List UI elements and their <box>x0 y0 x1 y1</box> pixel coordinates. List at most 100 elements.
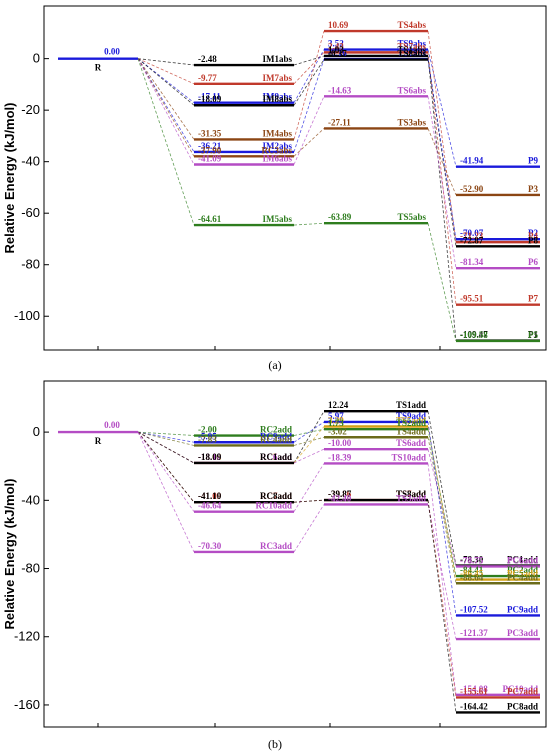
level-value-IM2abs: -36.21 <box>198 141 222 151</box>
level-value-RC3abs: -37.90 <box>198 145 222 155</box>
y-tick-label: -80 <box>21 561 40 576</box>
connector-R-RC4add <box>137 431 195 446</box>
level-label-RC8add: RC8add <box>260 491 292 501</box>
connector-TS6abs-P6 <box>427 96 457 269</box>
y-tick-label: -80 <box>21 257 40 272</box>
energy-panel-b: 0 -40 -80 -120 -160 Relative Energy (kJ/mol) (… <box>2 380 547 751</box>
connector-TS4add-PC4add <box>427 437 457 584</box>
energy-panel-a: 0 -20 -40 -60 -80 -100 Relative Energy (kJ/mol… <box>2 5 547 372</box>
panel-label: (b) <box>268 737 282 751</box>
level-value-P1: -109.47 <box>460 330 488 340</box>
level-label-TS6abs: TS6abs <box>397 85 426 95</box>
y-axis-label: Relative Energy (kJ/mol) <box>2 103 17 254</box>
connector-IM4abs-TS4abs <box>293 30 325 140</box>
connector-TS3abs-P3 <box>427 128 457 196</box>
level-label-TS5abs: TS5abs <box>397 212 426 222</box>
connector-R-RC2add <box>137 431 195 436</box>
plot-frame <box>43 5 547 351</box>
level-value-TS9add: 5.97 <box>328 411 344 421</box>
level-value-P9: -41.94 <box>460 156 484 166</box>
connector-RC4add-TS4add <box>293 436 325 446</box>
level-value-TS4abs: 10.69 <box>328 20 349 30</box>
level-label-P3: P3 <box>528 184 538 194</box>
level-label-TS10add: TS10add <box>391 452 426 462</box>
level-value-RC10add: -46.64 <box>198 501 222 511</box>
level-label-TS8abs: TS8abs <box>397 49 426 59</box>
level-value-TS10add: -18.39 <box>328 452 352 462</box>
level-label-RC10add: RC10add <box>255 501 292 511</box>
y-tick-label: -40 <box>21 492 40 507</box>
level-value-TS5abs: -63.89 <box>328 212 352 222</box>
level-value-TS5add: 3.29 <box>328 415 344 425</box>
level-label-RC3add: RC3add <box>260 541 292 551</box>
level-value-RC6add: -18.10 <box>198 452 222 462</box>
connector-TS9abs-P9 <box>427 49 457 167</box>
connector-R-RC9add <box>137 431 195 443</box>
level-label-TS2abs: TS2abs <box>397 48 426 58</box>
level-label-TS9add: TS9add <box>396 411 426 421</box>
connector-R-RC3add <box>137 431 195 553</box>
level-label-R: R <box>95 63 102 73</box>
level-value-PC5add: -86.45 <box>460 569 484 579</box>
level-label-PC8add: PC8add <box>507 701 538 711</box>
level-value-PC10add: -154.08 <box>460 684 488 694</box>
level-value-TS3abs: -27.11 <box>328 117 351 127</box>
connector-RC1add-TS1add <box>293 411 325 464</box>
connector-TS1abs-P1 <box>427 55 457 341</box>
level-label-P2: P2 <box>528 228 538 238</box>
level-value-PC6add: -78.75 <box>460 555 484 565</box>
connector-TS7add-PC7add <box>427 500 457 698</box>
level-label-IM2abs: IM2abs <box>262 141 292 151</box>
level-label-TS1add: TS1add <box>396 400 426 410</box>
level-value-RC3add: -70.30 <box>198 541 222 551</box>
level-value-IM4abs: -31.35 <box>198 128 222 138</box>
level-value-PC9add: -107.52 <box>460 604 488 614</box>
connector-R-IM4abs <box>137 58 195 140</box>
level-label-TS3add: TS3add <box>396 493 426 503</box>
level-value-IM9abs: -17.11 <box>198 92 221 102</box>
level-label-TS7add: TS7add <box>396 489 426 499</box>
connector-RC8add-TS8add <box>293 499 325 503</box>
connector-RC9add-TS9add <box>293 421 325 443</box>
connector-RC10add-TS10add <box>293 463 325 512</box>
level-value-PC8add: -164.42 <box>460 701 488 711</box>
level-value-P2: -70.07 <box>460 228 484 238</box>
y-tick-label: -40 <box>21 154 40 169</box>
connector-RC6add-TS6add <box>293 448 325 464</box>
connector-IM9abs-TS9abs <box>293 49 325 103</box>
connector-R-IM6abs <box>137 58 195 165</box>
level-value-RC8add: -41.10 <box>198 491 222 501</box>
level-label-IM1abs: IM1abs <box>262 54 292 64</box>
level-value-P7: -95.51 <box>460 294 484 304</box>
level-label-PC2add: PC2add <box>507 565 538 575</box>
connector-R-RC3abs <box>137 58 195 157</box>
level-value-RC2add: -2.00 <box>198 425 217 435</box>
level-label-RC4add: RC4add <box>260 434 292 444</box>
y-tick-label: 0 <box>33 51 40 66</box>
level-value-PC4add: -88.64 <box>460 572 484 582</box>
y-tick-label: -120 <box>14 629 40 644</box>
connector-TS4abs-P4 <box>427 31 457 243</box>
connector-R-RC1add <box>137 431 195 464</box>
connector-TS9add-PC9add <box>427 421 457 616</box>
level-label-TS3abs: TS3abs <box>397 117 426 127</box>
level-value-IM5abs: -64.61 <box>198 214 222 224</box>
level-value-P8: -72.87 <box>460 235 484 245</box>
level-label-PC6add: PC6add <box>507 555 538 565</box>
level-label-P8: P8 <box>528 235 538 245</box>
level-value-RC1add: -18.09 <box>198 452 222 462</box>
level-label-PC7add: PC7add <box>507 686 538 696</box>
level-value-PC3add: -121.37 <box>460 628 488 638</box>
level-label-RC7add: RC7add <box>260 491 292 501</box>
level-value-TS8add: -39.87 <box>328 489 352 499</box>
level-label-IM5abs: IM5abs <box>262 214 292 224</box>
connector-R-RC10add <box>137 431 195 512</box>
level-value-TS6add: -10.00 <box>328 438 352 448</box>
level-label-TS1abs: TS1abs <box>397 45 426 55</box>
level-label-IM7abs: IM7abs <box>262 73 292 83</box>
y-tick-label: -20 <box>21 102 40 117</box>
connector-R-IM1abs <box>137 58 195 66</box>
plot-frame <box>43 380 547 728</box>
level-value-PC2add: -84.41 <box>460 565 484 575</box>
